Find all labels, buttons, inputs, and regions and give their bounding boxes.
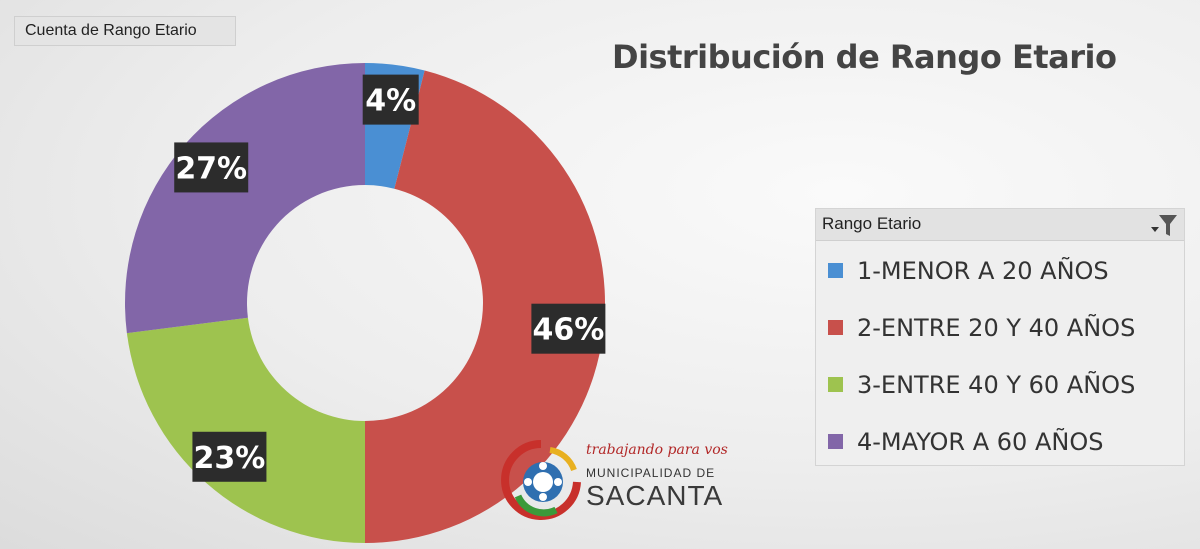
- logo-tagline: trabajando para vos: [586, 442, 728, 458]
- data-label-box: [531, 303, 606, 354]
- legend-header: Rango Etario: [816, 209, 1184, 241]
- logo-city: SACANTA: [586, 480, 724, 511]
- data-label-2: 46%: [531, 303, 606, 354]
- data-label-4: 27%: [174, 142, 249, 193]
- donut-slice-4[interactable]: [124, 63, 365, 334]
- legend-label: 3-ENTRE 40 Y 60 AÑOS: [857, 371, 1136, 399]
- data-label-box: [362, 74, 419, 125]
- municipality-logo: trabajando para vos MUNICIPALIDAD DE SAC…: [498, 436, 728, 528]
- data-label-box: [192, 431, 267, 482]
- legend-title: Rango Etario: [822, 214, 922, 233]
- field-button-cuenta[interactable]: Cuenta de Rango Etario: [14, 16, 236, 46]
- legend-slicer: Rango Etario 1-MENOR A 20 AÑOS 2-ENTRE 20…: [815, 208, 1185, 466]
- legend-label: 2-ENTRE 20 Y 40 AÑOS: [857, 314, 1136, 342]
- legend-swatch: [828, 319, 843, 335]
- logo-org: MUNICIPALIDAD DE: [586, 466, 716, 480]
- data-label-box: [174, 142, 249, 193]
- legend-label: 4-MAYOR A 60 AÑOS: [857, 428, 1104, 456]
- legend-item-2[interactable]: 2-ENTRE 20 Y 40 AÑOS: [828, 314, 1135, 354]
- legend-item-3[interactable]: 3-ENTRE 40 Y 60 AÑOS: [828, 371, 1135, 411]
- legend-item-1[interactable]: 1-MENOR A 20 AÑOS: [828, 257, 1109, 297]
- legend-swatch: [828, 376, 843, 392]
- data-label-text: 4%: [365, 84, 416, 119]
- donut-slice-2[interactable]: [365, 70, 606, 543]
- legend-swatch: [828, 262, 843, 278]
- filter-icon[interactable]: [1150, 212, 1178, 238]
- legend-swatch: [828, 433, 843, 449]
- data-label-text: 23%: [194, 441, 266, 476]
- legend-label: 1-MENOR A 20 AÑOS: [857, 257, 1109, 285]
- donut-slice-3[interactable]: [126, 317, 365, 543]
- data-label-3: 23%: [192, 431, 267, 482]
- data-label-text: 46%: [532, 313, 604, 348]
- municipality-emblem-icon: [501, 440, 581, 520]
- data-label-text: 27%: [175, 151, 247, 186]
- chart-title: Distribución de Rango Etario: [612, 38, 1117, 76]
- legend-item-4[interactable]: 4-MAYOR A 60 AÑOS: [828, 428, 1103, 468]
- data-label-1: 4%: [362, 74, 419, 125]
